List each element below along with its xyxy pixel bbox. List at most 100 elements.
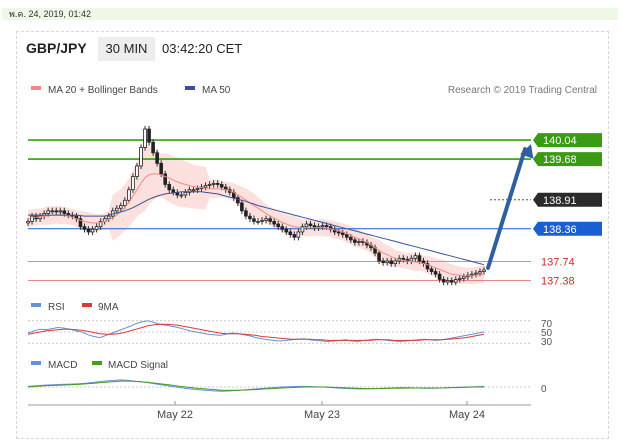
candle [409,255,414,265]
candle-body [252,218,256,222]
candle-body [381,260,385,263]
candle-body [163,173,168,185]
candle-body [425,263,430,270]
candle [211,180,216,188]
chart-time: 03:42:20 CET [162,41,243,56]
candle [381,257,385,266]
top-bar: พ.ค. 24, 2019, 01:42 [0,0,621,28]
macd-signal-line [27,380,484,391]
candle-body [320,225,325,228]
rsi-line [27,320,485,343]
candle [284,226,289,236]
candle [385,257,389,266]
candle-body [296,231,301,238]
level-tag-139.68: 139.68 [533,152,602,167]
candle [94,223,99,233]
x-tick-label: May 22 [157,409,193,421]
level-tag-137.38: 137.38 [541,276,575,288]
level-tag-text: 138.91 [543,195,577,207]
candle-body [429,268,434,272]
candle [90,226,95,236]
candle-body [357,241,361,243]
candle-body [219,184,224,188]
candle-body [336,231,341,234]
x-axis: May 22 May 23 May 24 [157,401,485,421]
ma20-legend-swatch [31,86,41,90]
candle [260,217,264,225]
candle [429,265,434,275]
candle-body [94,226,99,230]
candle-body [264,218,268,221]
candle-body [248,215,252,220]
candle-body [457,277,462,280]
candle-body [393,260,398,265]
candle [119,202,123,212]
datetime-label: พ.ค. 24, 2019, 01:42 [2,8,618,20]
candle [248,212,252,222]
candle-body [284,228,289,233]
candle-body [203,185,208,188]
nine-ma-legend-swatch [82,303,92,307]
candle-body [349,236,353,241]
candle-body [159,162,163,175]
level-tag-text: 139.68 [543,154,577,166]
level-tag-138.36: 138.36 [533,221,602,236]
candle [244,207,248,220]
ma20-line [27,173,485,277]
forecast-arrow-head [520,144,534,159]
candle-body [207,184,212,186]
candle-body [449,280,454,283]
timeframe-button[interactable]: 30 MIN [98,37,155,61]
candle [353,236,357,246]
candle-body [26,220,30,224]
rsi-tick-50: 50 [541,328,553,339]
candle [183,189,188,199]
candle-body [413,255,418,259]
ma50-legend-label: MA 50 [202,85,231,96]
candle [123,197,127,209]
candle [203,182,208,191]
chart-frame [16,31,609,439]
candle [135,162,139,180]
candle-body [82,226,87,230]
candle [256,218,260,225]
candle [292,231,297,241]
macd-legend-swatch [31,361,41,365]
symbol-label: GBP/JPY [26,40,87,56]
candle-body [292,234,297,238]
candle-body [478,271,482,274]
candle [159,160,163,178]
macd-panel [27,379,531,392]
candle-body [268,218,272,222]
candle [106,212,111,222]
candle [98,218,103,230]
candle [300,223,305,236]
candle-body [304,223,309,228]
level-tag-box [533,192,602,207]
candle-body [288,231,293,235]
candle [320,222,325,230]
candle-body [58,210,63,213]
candle-body [151,141,155,154]
candle-body [280,226,285,230]
rsi-tick-30: 30 [541,337,553,348]
candle [167,181,172,193]
candle-body [236,197,240,204]
candle [340,229,345,238]
candle [482,266,486,275]
candle [268,215,272,225]
candle-body [244,210,248,217]
candle [344,231,349,241]
candle-body [433,271,438,275]
candle-body [135,165,139,177]
candle-body [167,184,172,191]
candle [215,180,220,188]
candle-body [114,207,119,212]
candle-body [453,279,458,283]
level-tag-box [533,133,602,148]
level-tag-box [533,221,602,236]
candle-body [86,228,91,233]
candle [272,218,276,228]
candle [437,271,442,283]
candle [147,125,151,146]
